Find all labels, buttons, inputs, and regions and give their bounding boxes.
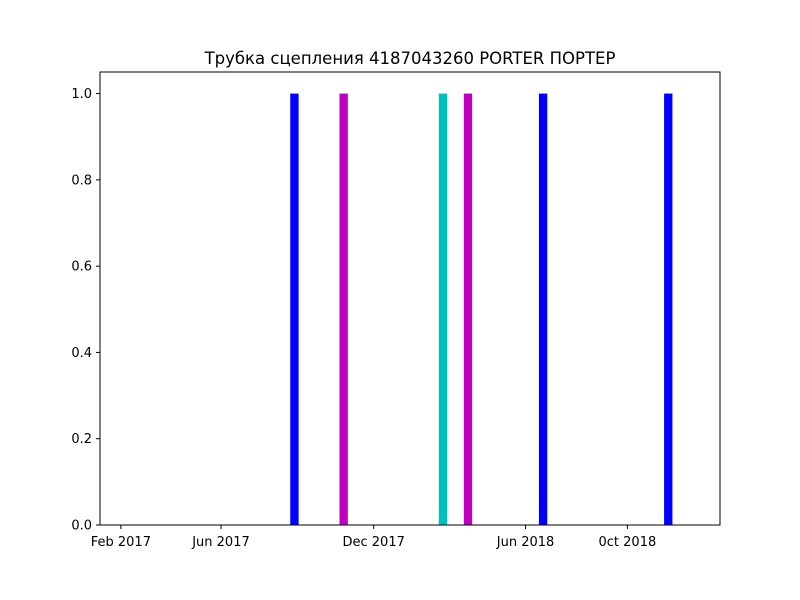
x-tick-label: Feb 2017	[91, 535, 151, 550]
bar	[664, 93, 673, 525]
bar	[438, 93, 448, 525]
x-axis: Feb 2017 Jun 2017 Dec 2017 Jun 2018 0ct 2018	[91, 525, 656, 550]
y-tick-label: 1.0	[71, 87, 92, 102]
x-tick-label: Dec 2017	[343, 535, 405, 550]
y-axis: 0.0 0.2 0.4 0.6 0.8 1.0	[71, 87, 100, 534]
bar	[463, 93, 473, 525]
plot-frame	[99, 71, 721, 526]
y-tick-label: 0.8	[71, 173, 92, 188]
x-tick-label: Jun 2018	[496, 535, 555, 550]
bar	[339, 93, 348, 525]
bar	[290, 93, 299, 525]
y-tick-label: 0.0	[71, 519, 92, 534]
y-tick-label: 0.2	[71, 432, 92, 447]
chart-title: Трубка сцепления 4187043260 PORTER ПОРТЕ…	[204, 49, 616, 68]
x-tick-label: Jun 2017	[191, 535, 250, 550]
bar	[538, 93, 548, 525]
y-tick-label: 0.4	[71, 346, 92, 361]
bars-group	[290, 93, 673, 525]
x-tick-label: 0ct 2018	[599, 535, 657, 550]
y-tick-label: 0.6	[71, 260, 92, 275]
